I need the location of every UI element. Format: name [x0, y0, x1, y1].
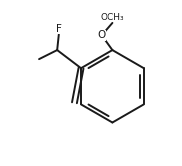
Text: O: O	[98, 30, 106, 40]
Text: F: F	[56, 24, 62, 34]
Text: OCH₃: OCH₃	[101, 13, 124, 22]
